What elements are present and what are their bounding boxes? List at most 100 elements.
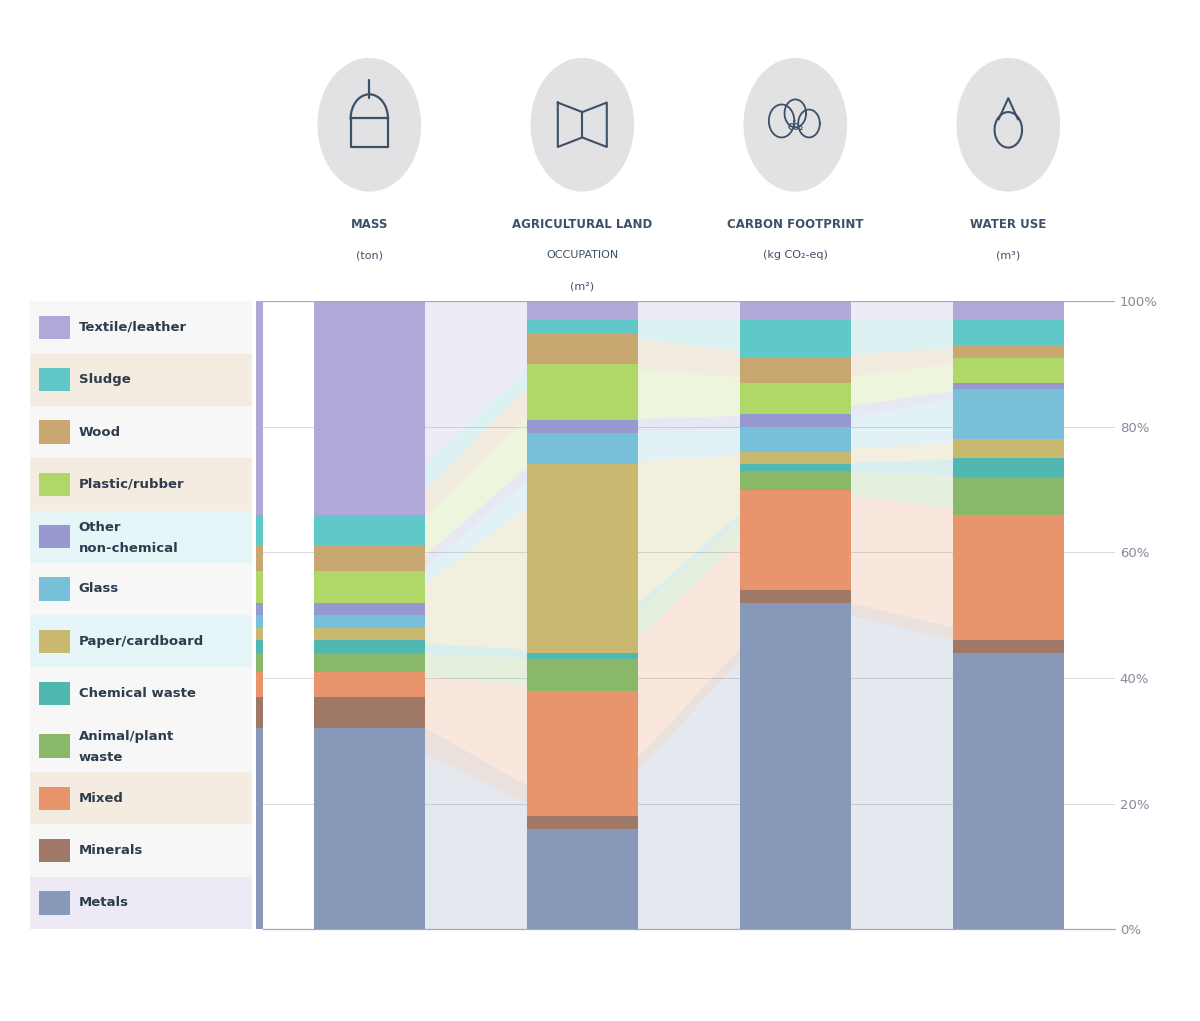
Bar bbox=[740, 465, 851, 471]
Polygon shape bbox=[740, 490, 1063, 640]
Text: Metals: Metals bbox=[79, 896, 128, 910]
Text: WATER USE: WATER USE bbox=[970, 218, 1046, 232]
Bar bbox=[527, 364, 637, 421]
Polygon shape bbox=[740, 389, 1063, 452]
Bar bbox=[740, 320, 851, 357]
Bar bbox=[740, 383, 851, 415]
Text: Mixed: Mixed bbox=[79, 792, 124, 805]
Bar bbox=[38, 682, 70, 706]
Bar bbox=[953, 320, 1063, 345]
Bar bbox=[38, 473, 70, 496]
Bar bbox=[953, 439, 1063, 458]
Bar bbox=[256, 696, 263, 728]
Bar bbox=[314, 615, 425, 628]
Text: (ton): (ton) bbox=[356, 250, 383, 260]
Circle shape bbox=[318, 58, 420, 191]
Bar bbox=[314, 652, 425, 672]
Bar bbox=[314, 546, 425, 571]
Bar bbox=[38, 891, 70, 915]
Text: MASS: MASS bbox=[350, 218, 388, 232]
Text: non-chemical: non-chemical bbox=[79, 542, 179, 554]
Bar bbox=[256, 728, 263, 929]
Circle shape bbox=[958, 58, 1060, 191]
Bar bbox=[740, 602, 851, 929]
Polygon shape bbox=[740, 345, 1063, 383]
Text: Paper/cardboard: Paper/cardboard bbox=[79, 635, 204, 647]
Polygon shape bbox=[314, 640, 637, 660]
Bar bbox=[953, 652, 1063, 929]
Bar bbox=[38, 315, 70, 339]
Bar bbox=[314, 301, 425, 515]
Polygon shape bbox=[527, 333, 851, 383]
Polygon shape bbox=[740, 590, 1063, 652]
Polygon shape bbox=[527, 490, 851, 816]
Bar bbox=[38, 368, 70, 391]
Bar bbox=[740, 471, 851, 490]
Bar bbox=[30, 720, 252, 772]
Polygon shape bbox=[314, 728, 637, 929]
Bar bbox=[30, 458, 252, 510]
Polygon shape bbox=[527, 602, 851, 929]
Polygon shape bbox=[527, 415, 851, 433]
Text: Wood: Wood bbox=[79, 426, 121, 438]
Polygon shape bbox=[527, 364, 851, 421]
Polygon shape bbox=[740, 357, 1063, 415]
Polygon shape bbox=[314, 696, 637, 829]
Bar bbox=[527, 816, 637, 829]
Polygon shape bbox=[314, 421, 637, 615]
Bar bbox=[30, 353, 252, 406]
Text: waste: waste bbox=[79, 751, 124, 764]
Bar bbox=[314, 628, 425, 640]
Bar bbox=[30, 668, 252, 720]
Polygon shape bbox=[314, 652, 637, 690]
Text: OCCUPATION: OCCUPATION bbox=[546, 250, 618, 260]
Bar bbox=[527, 465, 637, 652]
Bar bbox=[953, 301, 1063, 320]
Bar bbox=[740, 301, 851, 320]
Bar bbox=[256, 602, 263, 615]
Bar bbox=[953, 389, 1063, 439]
Bar bbox=[740, 427, 851, 452]
Text: CARBON FOOTPRINT: CARBON FOOTPRINT bbox=[727, 218, 864, 232]
Bar bbox=[527, 333, 637, 364]
Polygon shape bbox=[527, 471, 851, 690]
Bar bbox=[38, 734, 70, 758]
Bar bbox=[30, 510, 252, 563]
Polygon shape bbox=[527, 301, 851, 320]
Polygon shape bbox=[527, 590, 851, 829]
Bar bbox=[256, 515, 263, 546]
Text: (m³): (m³) bbox=[996, 250, 1020, 260]
Polygon shape bbox=[314, 301, 637, 515]
Polygon shape bbox=[740, 383, 1063, 427]
Text: Chemical waste: Chemical waste bbox=[79, 687, 196, 700]
Text: Plastic/rubber: Plastic/rubber bbox=[79, 478, 185, 491]
Text: (kg CO₂-eq): (kg CO₂-eq) bbox=[763, 250, 828, 260]
Bar bbox=[314, 696, 425, 728]
Bar bbox=[256, 672, 263, 696]
Bar bbox=[30, 877, 252, 929]
Bar bbox=[527, 421, 637, 433]
Bar bbox=[740, 357, 851, 383]
Bar bbox=[740, 415, 851, 427]
Bar bbox=[314, 728, 425, 929]
Polygon shape bbox=[527, 452, 851, 652]
Bar bbox=[38, 525, 70, 548]
Text: CO₂: CO₂ bbox=[787, 124, 803, 133]
Bar bbox=[256, 571, 263, 602]
Text: Other: Other bbox=[79, 521, 121, 534]
Bar bbox=[740, 490, 851, 590]
Bar bbox=[953, 345, 1063, 357]
Text: AGRICULTURAL LAND: AGRICULTURAL LAND bbox=[512, 218, 653, 232]
Bar bbox=[953, 357, 1063, 383]
Polygon shape bbox=[740, 301, 1063, 320]
Text: Animal/plant: Animal/plant bbox=[79, 730, 174, 743]
Polygon shape bbox=[314, 433, 637, 628]
Polygon shape bbox=[740, 471, 1063, 515]
Bar bbox=[256, 546, 263, 571]
Bar bbox=[527, 320, 637, 333]
Bar bbox=[30, 615, 252, 668]
Text: (m²): (m²) bbox=[570, 282, 594, 292]
Bar bbox=[953, 383, 1063, 389]
Polygon shape bbox=[527, 320, 851, 357]
Bar bbox=[256, 628, 263, 640]
